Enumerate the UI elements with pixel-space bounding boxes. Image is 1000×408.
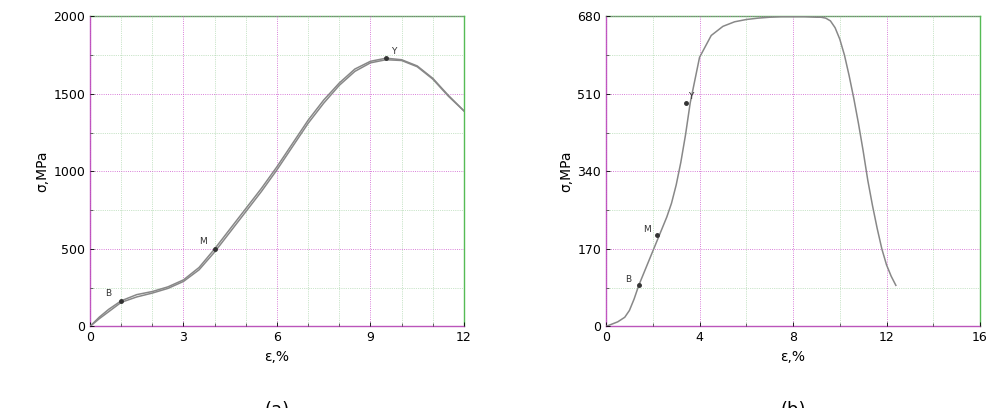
Text: M: M [199, 237, 207, 246]
Text: Y: Y [391, 47, 396, 55]
Text: (b): (b) [780, 401, 806, 408]
Text: Y: Y [688, 92, 693, 101]
Text: (a): (a) [264, 401, 290, 408]
Text: B: B [625, 275, 631, 284]
Text: B: B [106, 289, 112, 298]
X-axis label: ε,%: ε,% [264, 350, 289, 364]
Y-axis label: σ,MPa: σ,MPa [559, 151, 573, 192]
Y-axis label: σ,MPa: σ,MPa [35, 151, 49, 192]
Text: M: M [643, 224, 651, 233]
X-axis label: ε,%: ε,% [781, 350, 806, 364]
